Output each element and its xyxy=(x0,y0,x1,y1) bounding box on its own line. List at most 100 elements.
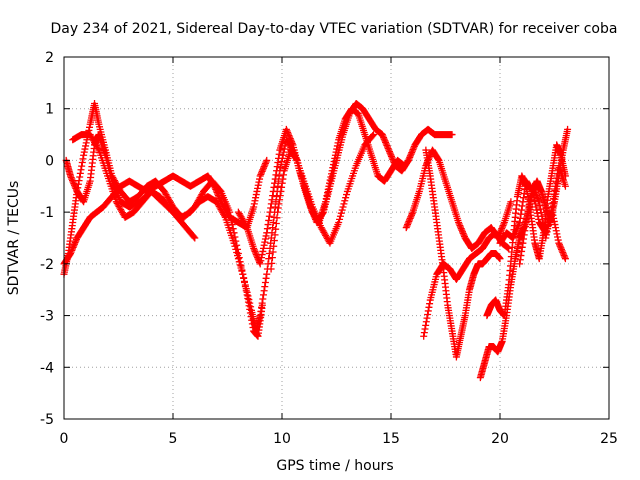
data-point xyxy=(257,257,265,265)
data-point xyxy=(67,173,75,181)
data-point xyxy=(406,214,414,222)
data-point xyxy=(455,218,463,226)
data-point xyxy=(275,200,283,208)
data-point xyxy=(288,139,296,147)
data-point xyxy=(253,187,261,195)
data-point xyxy=(552,182,560,190)
data-point xyxy=(273,167,281,175)
data-point xyxy=(68,175,76,183)
data-point xyxy=(340,200,348,208)
series-s6 xyxy=(267,100,456,273)
data-point xyxy=(389,157,397,165)
data-point xyxy=(540,223,548,231)
data-point xyxy=(267,239,275,247)
data-point xyxy=(275,172,283,180)
data-point xyxy=(258,169,266,177)
data-point xyxy=(527,193,535,201)
data-point xyxy=(407,211,415,219)
data-point xyxy=(232,245,240,253)
data-point xyxy=(389,155,397,163)
data-point xyxy=(261,235,269,243)
data-point xyxy=(269,224,277,232)
data-point xyxy=(336,215,344,223)
data-point xyxy=(378,131,386,139)
data-point xyxy=(522,223,530,231)
data-point xyxy=(496,255,504,263)
data-point xyxy=(280,171,288,179)
data-point xyxy=(559,250,567,258)
data-point xyxy=(520,231,528,239)
data-point xyxy=(507,198,515,206)
data-point xyxy=(511,229,519,237)
data-point xyxy=(258,299,266,307)
data-point xyxy=(266,208,274,216)
data-point xyxy=(554,233,562,241)
data-point xyxy=(286,133,294,141)
data-point xyxy=(261,238,269,246)
data-point xyxy=(557,244,565,252)
data-point xyxy=(339,203,347,211)
data-point xyxy=(520,194,528,202)
data-point xyxy=(276,192,284,200)
data-point xyxy=(255,178,263,186)
data-point xyxy=(382,138,390,146)
data-point xyxy=(426,300,434,308)
data-point xyxy=(505,244,513,252)
data-point xyxy=(280,145,288,153)
data-point xyxy=(256,260,264,268)
data-point xyxy=(516,260,524,268)
data-point xyxy=(270,242,278,250)
data-point xyxy=(278,179,286,187)
data-point xyxy=(246,299,254,307)
data-point xyxy=(279,151,287,159)
data-point xyxy=(512,226,520,234)
data-point xyxy=(518,206,526,214)
data-point xyxy=(265,250,273,258)
data-point xyxy=(551,186,559,194)
data-point xyxy=(256,175,264,183)
data-point xyxy=(516,214,524,222)
y-tick-label: -4 xyxy=(40,360,54,376)
data-point xyxy=(262,274,270,282)
data-point xyxy=(512,228,520,236)
data-point xyxy=(256,172,264,180)
plot-frame xyxy=(63,56,610,420)
data-point xyxy=(406,216,414,224)
data-point xyxy=(382,140,390,148)
data-point xyxy=(509,234,517,242)
data-point xyxy=(387,152,395,160)
data-point xyxy=(559,248,567,256)
data-point xyxy=(69,178,77,186)
data-point xyxy=(343,191,351,199)
data-point xyxy=(550,191,558,199)
data-point xyxy=(277,187,285,195)
data-point xyxy=(254,184,262,192)
data-point xyxy=(405,155,413,163)
data-point xyxy=(78,162,86,170)
data-point xyxy=(385,146,393,154)
data-point xyxy=(510,232,518,240)
data-point xyxy=(310,212,318,220)
series-s5 xyxy=(234,105,408,268)
y-tick-label: -5 xyxy=(40,412,54,428)
data-point xyxy=(448,131,456,139)
data-point xyxy=(260,163,268,171)
data-point xyxy=(518,243,526,251)
data-point xyxy=(516,218,524,226)
data-point xyxy=(260,287,268,295)
data-point xyxy=(86,123,94,131)
data-point xyxy=(500,220,508,228)
data-point xyxy=(288,138,296,146)
data-point xyxy=(236,261,244,269)
data-point xyxy=(269,187,277,195)
data-point xyxy=(261,283,269,291)
data-point xyxy=(245,296,253,304)
data-point xyxy=(552,224,560,232)
data-point xyxy=(457,223,465,231)
data-point xyxy=(387,151,395,159)
data-point xyxy=(524,208,532,216)
data-point xyxy=(287,136,295,144)
data-point xyxy=(549,199,557,207)
data-point xyxy=(235,258,243,266)
